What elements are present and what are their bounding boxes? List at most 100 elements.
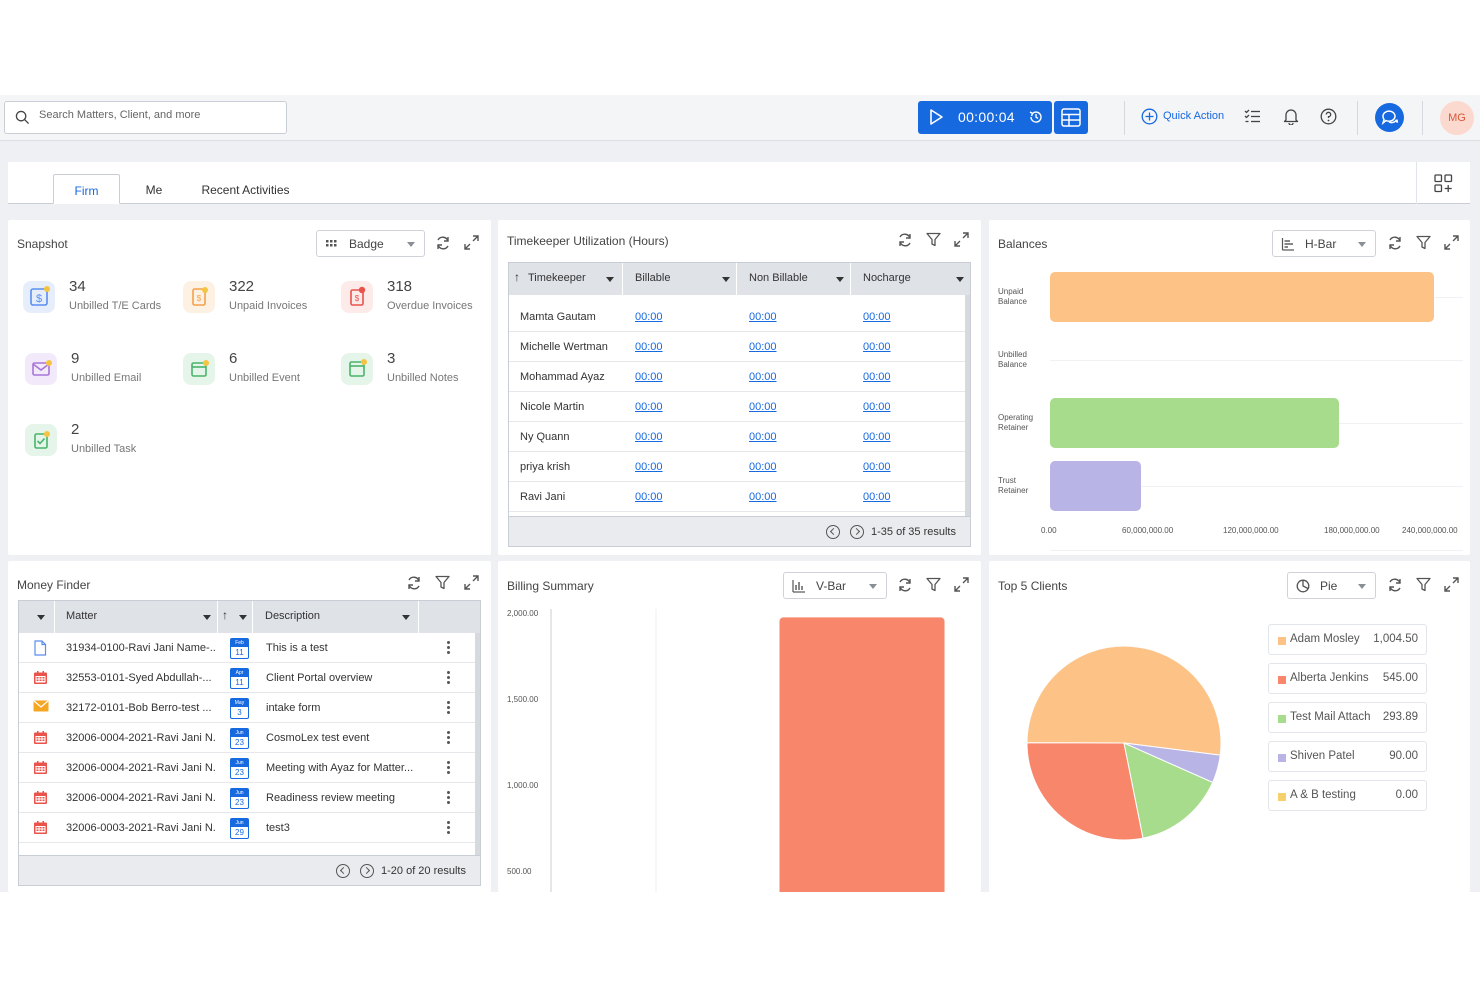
hours-link[interactable]: 00:00 <box>863 311 891 323</box>
bell-icon[interactable] <box>1283 108 1299 125</box>
pie-slice[interactable] <box>1123 742 1214 839</box>
legend-item[interactable]: A & B testing 0.00 <box>1268 780 1427 811</box>
expand-icon[interactable] <box>464 235 479 250</box>
hours-link[interactable]: 00:00 <box>635 491 663 503</box>
legend-item[interactable]: Alberta Jenkins 545.00 <box>1268 663 1427 694</box>
hours-link[interactable]: 00:00 <box>749 371 777 383</box>
scrollbar[interactable] <box>965 295 970 516</box>
matter-name[interactable]: 32172-0101-Bob Berro-test ... <box>66 702 212 714</box>
table-row[interactable]: 32553-0101-Syed Abdullah-... Apr 11 Client … <box>19 663 480 693</box>
hours-link[interactable]: 00:00 <box>863 491 891 503</box>
snapshot-unbilled-te-cards[interactable]: $ 34 Unbilled T/E Cards <box>23 278 173 328</box>
more-options-icon[interactable] <box>447 821 450 836</box>
legend-item[interactable]: Test Mail Attach 293.89 <box>1268 702 1427 733</box>
help-icon[interactable] <box>1320 108 1337 125</box>
view-dropdown[interactable]: Pie <box>1287 572 1376 599</box>
refresh-icon[interactable] <box>1387 235 1403 251</box>
expand-icon[interactable] <box>954 577 969 592</box>
hours-link[interactable]: 00:00 <box>635 341 663 353</box>
column-header-non-billable[interactable]: Non Billable <box>737 263 851 295</box>
column-header-type[interactable] <box>19 601 55 633</box>
table-row[interactable]: 32006-0004-2021-Ravi Jani N... Jun 23 Meeti… <box>19 753 480 783</box>
scrollbar[interactable] <box>475 633 480 855</box>
table-row[interactable]: 32006-0003-2021-Ravi Jani N... Jun 29 test3 <box>19 813 480 843</box>
hours-link[interactable]: 00:00 <box>749 341 777 353</box>
expand-icon[interactable] <box>1444 577 1459 592</box>
column-header-timekeeper[interactable]: ↑ Timekeeper <box>509 263 623 295</box>
prev-page-icon[interactable] <box>826 525 840 539</box>
timer-widget[interactable]: 00:00:04 <box>918 101 1052 134</box>
matter-name[interactable]: 32006-0003-2021-Ravi Jani N... <box>66 822 216 834</box>
hours-link[interactable]: 00:00 <box>749 431 777 443</box>
chat-button[interactable] <box>1375 103 1404 132</box>
refresh-icon[interactable] <box>435 235 451 251</box>
next-page-icon[interactable] <box>850 525 864 539</box>
snapshot-overdue-invoices[interactable]: $ 318 Overdue Invoices <box>341 278 491 328</box>
hours-link[interactable]: 00:00 <box>863 431 891 443</box>
filter-icon[interactable] <box>1416 235 1431 250</box>
add-widget-button[interactable] <box>1416 162 1470 204</box>
snapshot-unbilled-notes[interactable]: 3 Unbilled Notes <box>341 350 491 400</box>
hours-link[interactable]: 00:00 <box>863 341 891 353</box>
hours-link[interactable]: 00:00 <box>635 431 663 443</box>
more-options-icon[interactable] <box>447 671 450 686</box>
hours-link[interactable]: 00:00 <box>635 311 663 323</box>
hours-link[interactable]: 00:00 <box>635 401 663 413</box>
filter-icon[interactable] <box>926 232 941 247</box>
column-header-nocharge[interactable]: Nocharge <box>851 263 970 295</box>
more-options-icon[interactable] <box>447 641 450 656</box>
snapshot-unbilled-task[interactable]: 2 Unbilled Task <box>25 421 175 471</box>
more-options-icon[interactable] <box>447 761 450 776</box>
play-icon[interactable] <box>927 108 945 126</box>
column-header-matter[interactable]: Matter <box>55 601 218 633</box>
more-options-icon[interactable] <box>447 791 450 806</box>
matter-name[interactable]: 32006-0004-2021-Ravi Jani N... <box>66 732 216 744</box>
search-box[interactable] <box>4 101 287 134</box>
view-dropdown[interactable]: V-Bar <box>783 572 887 599</box>
legend-item[interactable]: Adam Mosley 1,004.50 <box>1268 624 1427 655</box>
tab-me[interactable]: Me <box>145 183 163 197</box>
column-header-billable[interactable]: Billable <box>623 263 737 295</box>
hours-link[interactable]: 00:00 <box>863 401 891 413</box>
bar[interactable] <box>1050 461 1142 512</box>
matter-name[interactable]: 32006-0004-2021-Ravi Jani N... <box>66 792 216 804</box>
quick-action-button[interactable]: Quick Action <box>1141 108 1224 128</box>
refresh-icon[interactable] <box>406 575 422 591</box>
expand-icon[interactable] <box>954 232 969 247</box>
expand-icon[interactable] <box>464 575 479 590</box>
timesheet-button[interactable] <box>1054 101 1088 134</box>
tab-recent-activities[interactable]: Recent Activities <box>201 183 290 197</box>
legend-item[interactable]: Shiven Patel 90.00 <box>1268 741 1427 772</box>
bar[interactable] <box>1050 271 1434 322</box>
column-header-description[interactable]: Description <box>253 601 419 633</box>
bar[interactable] <box>779 617 945 892</box>
more-options-icon[interactable] <box>447 731 450 746</box>
checklist-icon[interactable] <box>1244 108 1261 125</box>
expand-icon[interactable] <box>1444 235 1459 250</box>
bar[interactable] <box>1050 398 1340 449</box>
hours-link[interactable]: 00:00 <box>863 461 891 473</box>
table-row[interactable]: 31934-0100-Ravi Jani Name-... Feb 11 This i… <box>19 633 480 663</box>
column-header-date[interactable]: ↑ <box>218 601 253 633</box>
filter-icon[interactable] <box>435 575 450 590</box>
table-row[interactable]: 32006-0004-2021-Ravi Jani N... Jun 23 Cosmo… <box>19 723 480 753</box>
hours-link[interactable]: 00:00 <box>749 401 777 413</box>
refresh-icon[interactable] <box>897 232 913 248</box>
pie-slice[interactable] <box>1026 645 1222 756</box>
table-row[interactable]: 32006-0004-2021-Ravi Jani N... Jun 23 Readi… <box>19 783 480 813</box>
matter-name[interactable]: 32006-0004-2021-Ravi Jani N... <box>66 762 216 774</box>
next-page-icon[interactable] <box>360 864 374 878</box>
view-dropdown[interactable]: H-Bar <box>1272 230 1376 257</box>
prev-page-icon[interactable] <box>336 864 350 878</box>
hours-link[interactable]: 00:00 <box>749 461 777 473</box>
pie-slice[interactable] <box>1026 742 1144 841</box>
table-row[interactable]: 32172-0101-Bob Berro-test ... May 3 intake … <box>19 693 480 723</box>
pie-slice[interactable] <box>1123 742 1221 784</box>
hours-link[interactable]: 00:00 <box>749 311 777 323</box>
view-dropdown[interactable]: Badge <box>316 230 425 257</box>
tab-firm[interactable]: Firm <box>53 174 120 204</box>
hours-link[interactable]: 00:00 <box>749 491 777 503</box>
more-options-icon[interactable] <box>447 701 450 716</box>
matter-name[interactable]: 32553-0101-Syed Abdullah-... <box>66 672 212 684</box>
filter-icon[interactable] <box>926 577 941 592</box>
